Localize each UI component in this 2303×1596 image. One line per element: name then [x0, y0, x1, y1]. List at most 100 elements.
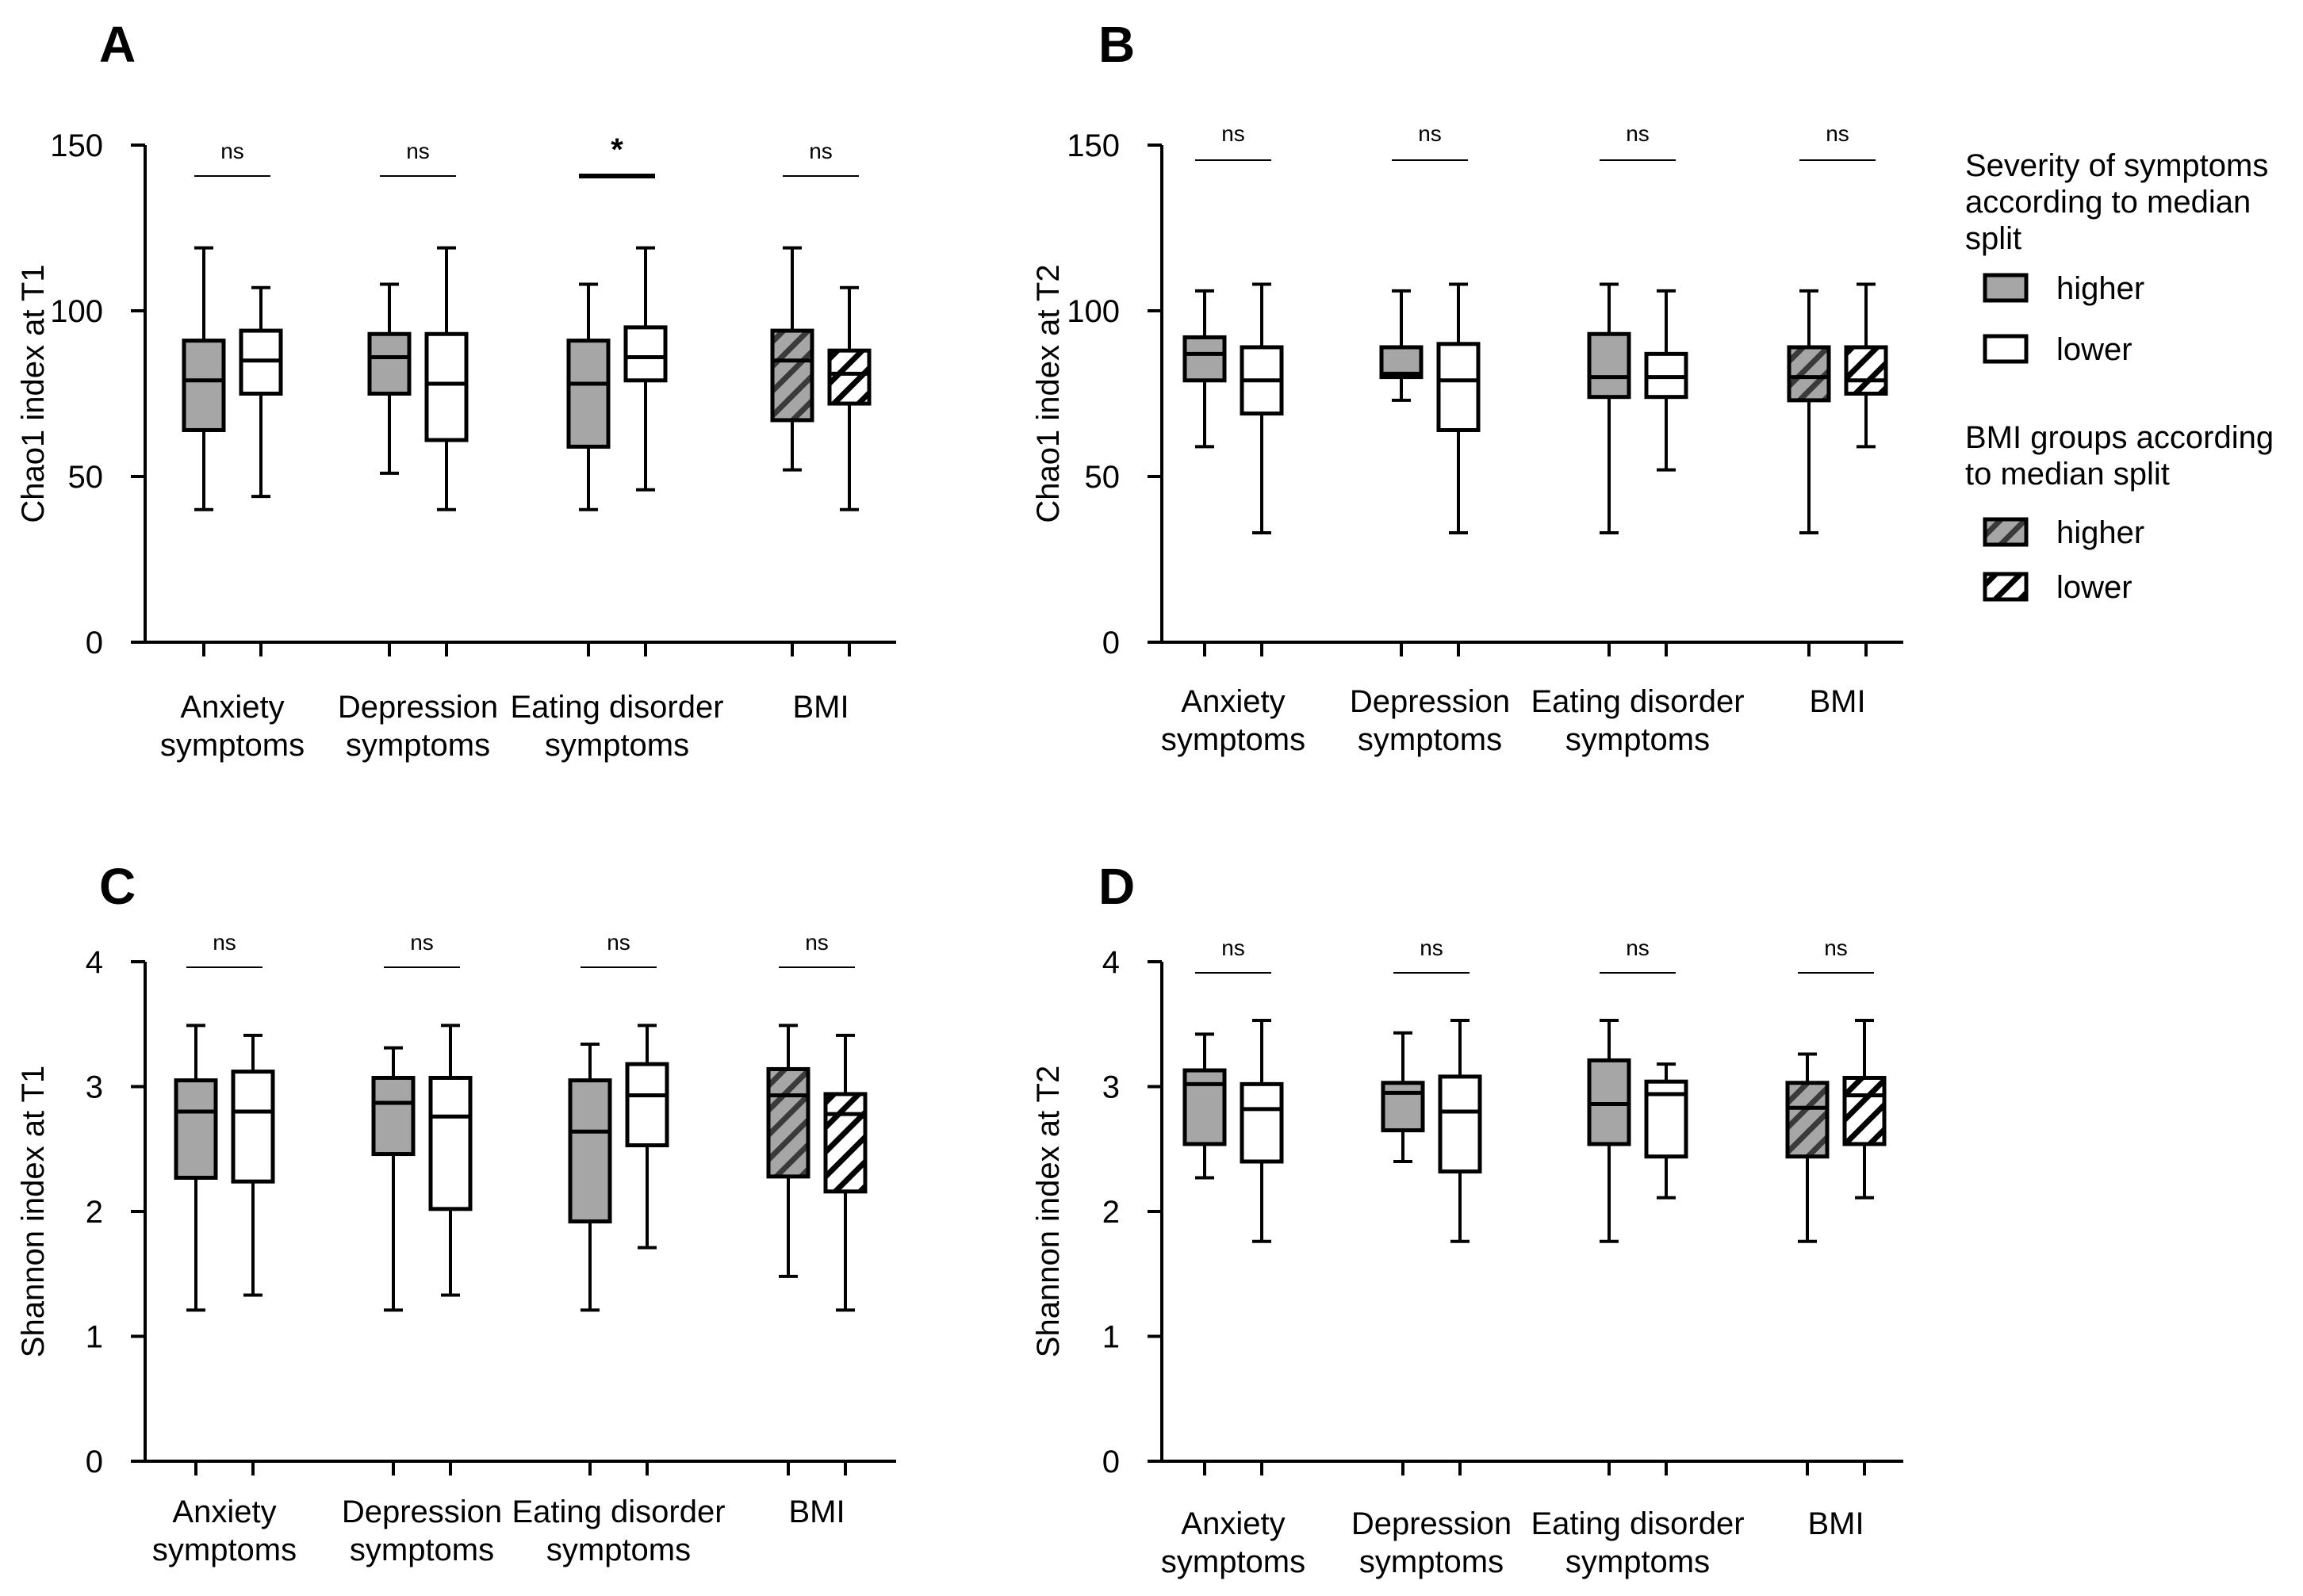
- significance-label: ns: [805, 930, 829, 955]
- box-iqr: [625, 1062, 669, 1148]
- box-lower: [1644, 1062, 1688, 1475]
- significance-label: ns: [607, 930, 630, 955]
- box-iqr: [371, 1075, 416, 1157]
- box-group: ns BMI: [1787, 121, 1888, 719]
- significance-label: *: [611, 132, 623, 167]
- box-iqr: [1438, 1074, 1482, 1174]
- y-axis-label: Chao1 index at T1: [16, 264, 51, 522]
- y-axis-label: Shannon index at T2: [1031, 1066, 1066, 1357]
- box-higher: [1182, 1032, 1227, 1475]
- y-tick-label: 4: [1102, 945, 1120, 980]
- legend-title-bmi: BMI groups according: [1965, 420, 2274, 455]
- box-higher: [371, 1046, 416, 1475]
- box-lower: [823, 1033, 868, 1475]
- x-group-label: BMI: [1809, 684, 1865, 719]
- panel-letter: C: [99, 858, 136, 915]
- x-group-label: Anxiety: [1181, 1506, 1285, 1541]
- y-tick-label: 4: [86, 945, 103, 980]
- x-group-label: BMI: [1807, 1506, 1864, 1541]
- x-group-label: Eating disorder: [1531, 684, 1744, 719]
- legend-title-bmi: to median split: [1965, 457, 2170, 492]
- legend-title-symptoms: according to median: [1965, 185, 2251, 220]
- significance-label: ns: [406, 139, 430, 163]
- significance-label: ns: [1824, 936, 1848, 960]
- legend-label-lower: lower: [2056, 332, 2132, 367]
- panel-letter: B: [1098, 16, 1135, 73]
- y-tick-label: 0: [1102, 1445, 1120, 1479]
- box-lower: [1240, 282, 1284, 656]
- x-group-label: symptoms: [346, 728, 490, 763]
- box-lower: [1844, 282, 1888, 656]
- y-tick-label: 50: [68, 460, 104, 495]
- y-tick-label: 1: [86, 1320, 103, 1355]
- y-tick-label: 3: [1102, 1070, 1120, 1105]
- box-group: ns Eating disorder symptoms: [512, 930, 725, 1567]
- box-iqr: [367, 331, 412, 396]
- box-higher: [566, 282, 611, 656]
- box-higher: [1587, 282, 1631, 656]
- box-group: ns BMI: [766, 930, 868, 1529]
- box-group: ns BMI: [770, 139, 872, 725]
- y-tick-label: 100: [50, 294, 103, 329]
- x-group-label: symptoms: [1565, 1544, 1710, 1579]
- box-iqr: [766, 1066, 810, 1179]
- x-group-label: symptoms: [1161, 722, 1305, 757]
- box-iqr: [1436, 342, 1481, 432]
- x-group-label: symptoms: [546, 1533, 691, 1567]
- box-group: ns BMI: [1785, 936, 1887, 1541]
- box-iqr: [428, 1075, 473, 1211]
- x-group-label: Eating disorder: [510, 690, 723, 725]
- significance-label: ns: [213, 930, 236, 955]
- box-higher: [1381, 1031, 1425, 1475]
- box-iqr: [231, 1070, 275, 1184]
- x-group-label: symptoms: [545, 728, 689, 763]
- box-iqr: [1842, 1075, 1887, 1146]
- significance-label: ns: [1221, 936, 1245, 960]
- box-lower: [827, 285, 872, 656]
- significance-label: ns: [809, 139, 833, 163]
- legend-title-symptoms: Severity of symptoms: [1965, 148, 2268, 183]
- x-group-label: Eating disorder: [512, 1495, 725, 1529]
- x-group-label: BMI: [788, 1495, 845, 1529]
- x-group-label: Eating disorder: [1531, 1506, 1744, 1541]
- box-iqr: [823, 1092, 868, 1194]
- y-tick-label: 150: [1067, 128, 1120, 163]
- box-lower: [424, 246, 469, 656]
- y-tick-label: 3: [86, 1070, 103, 1105]
- box-iqr: [182, 339, 226, 432]
- box-iqr: [1182, 1068, 1227, 1146]
- box-iqr: [568, 1078, 612, 1224]
- x-group-label: Anxiety: [1181, 684, 1285, 719]
- legend-label-bmi-higher: higher: [2056, 515, 2144, 550]
- y-tick-label: 50: [1085, 460, 1121, 495]
- significance-label: ns: [1626, 936, 1650, 960]
- y-tick-label: 0: [86, 626, 103, 660]
- box-iqr: [1182, 335, 1227, 383]
- x-group-label: symptoms: [160, 728, 305, 763]
- box-higher: [1787, 289, 1831, 656]
- x-group-label: symptoms: [350, 1533, 494, 1567]
- x-group-label: symptoms: [1358, 722, 1502, 757]
- significance-label: ns: [220, 139, 244, 163]
- y-tick-label: 2: [1102, 1195, 1120, 1230]
- y-tick-label: 150: [50, 128, 103, 163]
- box-lower: [428, 1024, 473, 1475]
- legend-swatch-bmi-higher: [1983, 517, 2029, 547]
- x-group-label: symptoms: [1359, 1544, 1504, 1579]
- box-iqr: [1785, 1081, 1830, 1159]
- box-lower: [239, 285, 283, 656]
